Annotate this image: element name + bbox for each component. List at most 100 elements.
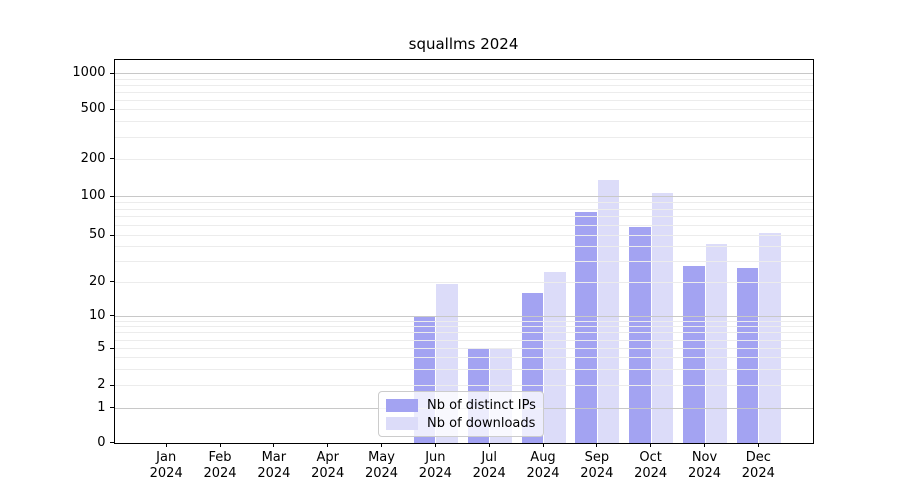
minor-gridline [115, 224, 813, 226]
legend-label: Nb of downloads [427, 415, 536, 431]
chart-title: squallms 2024 [408, 35, 519, 53]
x-tick-label-year: 2024 [364, 466, 399, 481]
y-tick-mark [109, 347, 115, 349]
legend-entry: Nb of downloads [386, 415, 535, 432]
x-tick-mark [165, 443, 167, 447]
y-tick-mark [109, 407, 115, 409]
minor-gridline [115, 216, 813, 218]
x-tick-label: Jul 2024 [461, 450, 517, 482]
x-tick-label-month: Jun [425, 450, 446, 465]
minor-gridline [115, 208, 813, 210]
x-tick-label-year: 2024 [526, 466, 560, 481]
x-tick-mark [596, 443, 598, 447]
x-tick-label: Sep 2024 [569, 450, 625, 482]
bar-ips-month-11 [683, 266, 705, 443]
x-tick-label-year: 2024 [634, 466, 668, 481]
x-tick-label-month: Dec [745, 450, 771, 465]
x-tick-label-year: 2024 [311, 466, 345, 481]
minor-gridline [115, 201, 813, 203]
bar-ips-month-12 [736, 268, 759, 443]
bar-ips-month-9 [575, 212, 597, 443]
x-tick-label: Apr 2024 [300, 450, 356, 482]
x-tick-label-year: 2024 [418, 466, 452, 481]
x-tick-label-month: Mar [261, 450, 287, 465]
x-tick-label-year: 2024 [580, 466, 614, 481]
x-tick-label-year: 2024 [257, 466, 291, 481]
minor-gridline [115, 281, 813, 283]
minor-gridline [115, 357, 813, 359]
y-tick-label: 1 [97, 399, 106, 415]
x-tick-mark [434, 443, 436, 447]
y-tick-label: 0 [97, 434, 106, 450]
y-tick-mark [109, 315, 115, 317]
plot-area [114, 59, 814, 444]
x-tick-label-month: May [368, 450, 395, 465]
x-tick-label-month: Apr [316, 450, 339, 465]
major-gridline [115, 315, 813, 317]
x-tick-label-year: 2024 [203, 466, 237, 481]
minor-gridline [115, 91, 813, 93]
x-tick-mark [542, 443, 544, 447]
legend-entry: Nb of distinct IPs [386, 397, 536, 414]
legend-swatch-downloads [386, 416, 418, 430]
bar-downloads-month-12 [759, 232, 781, 443]
x-tick-mark [219, 443, 221, 447]
y-tick-label: 20 [88, 273, 106, 289]
x-tick-mark [704, 443, 705, 447]
x-tick-label: Nov 2024 [677, 450, 733, 482]
minor-gridline [115, 99, 813, 101]
minor-gridline [115, 385, 813, 387]
x-tick-label: Jan 2024 [138, 450, 194, 482]
x-tick-label-month: Feb [208, 450, 232, 465]
y-tick-label: 10 [88, 307, 106, 323]
y-tick-mark [109, 108, 115, 110]
y-tick-mark [109, 281, 115, 283]
x-tick-mark [488, 443, 490, 447]
minor-gridline [115, 246, 813, 248]
x-tick-label-month: Jan [156, 450, 177, 465]
minor-gridline [115, 332, 813, 334]
major-gridline [115, 196, 813, 197]
y-tick-mark [109, 158, 115, 159]
minor-gridline [115, 320, 813, 322]
y-tick-label: 200 [80, 150, 106, 166]
minor-gridline [115, 121, 813, 123]
x-tick-label: May 2024 [354, 450, 410, 482]
x-tick-label-year: 2024 [149, 466, 183, 481]
x-tick-label: Mar 2024 [246, 450, 302, 482]
minor-gridline [115, 158, 813, 160]
y-tick-mark [109, 195, 115, 197]
major-gridline [115, 73, 813, 75]
x-tick-label: Oct 2024 [623, 450, 679, 482]
x-tick-mark [273, 443, 275, 447]
y-tick-mark [109, 384, 115, 386]
minor-gridline [115, 136, 813, 138]
x-tick-label-year: 2024 [687, 466, 722, 481]
x-tick-label-year: 2024 [472, 466, 506, 481]
legend: Nb of distinct IPs Nb of downloads [378, 391, 544, 437]
y-tick-label: 1000 [72, 65, 106, 81]
x-tick-label-month: Aug [530, 450, 556, 465]
x-tick-mark [381, 443, 383, 447]
y-tick-label: 500 [80, 101, 106, 117]
y-tick-label: 2 [97, 377, 106, 393]
x-tick-label: Dec 2024 [730, 450, 786, 482]
x-tick-mark [757, 443, 759, 447]
minor-gridline [115, 84, 813, 86]
minor-gridline [115, 326, 813, 328]
x-tick-label-month: Jul [481, 450, 498, 465]
minor-gridline [115, 235, 813, 236]
minor-gridline [115, 261, 813, 263]
legend-label: Nb of distinct IPs [427, 397, 536, 413]
x-tick-mark [650, 443, 652, 447]
minor-gridline [115, 109, 813, 111]
x-tick-label-month: Nov [691, 450, 718, 465]
minor-gridline [115, 348, 813, 350]
minor-gridline [115, 339, 813, 341]
minor-gridline [115, 78, 813, 80]
x-tick-label: Jun 2024 [407, 450, 463, 482]
x-tick-label: Feb 2024 [192, 450, 248, 482]
x-tick-mark [327, 443, 329, 447]
x-tick-label-year: 2024 [741, 466, 775, 481]
